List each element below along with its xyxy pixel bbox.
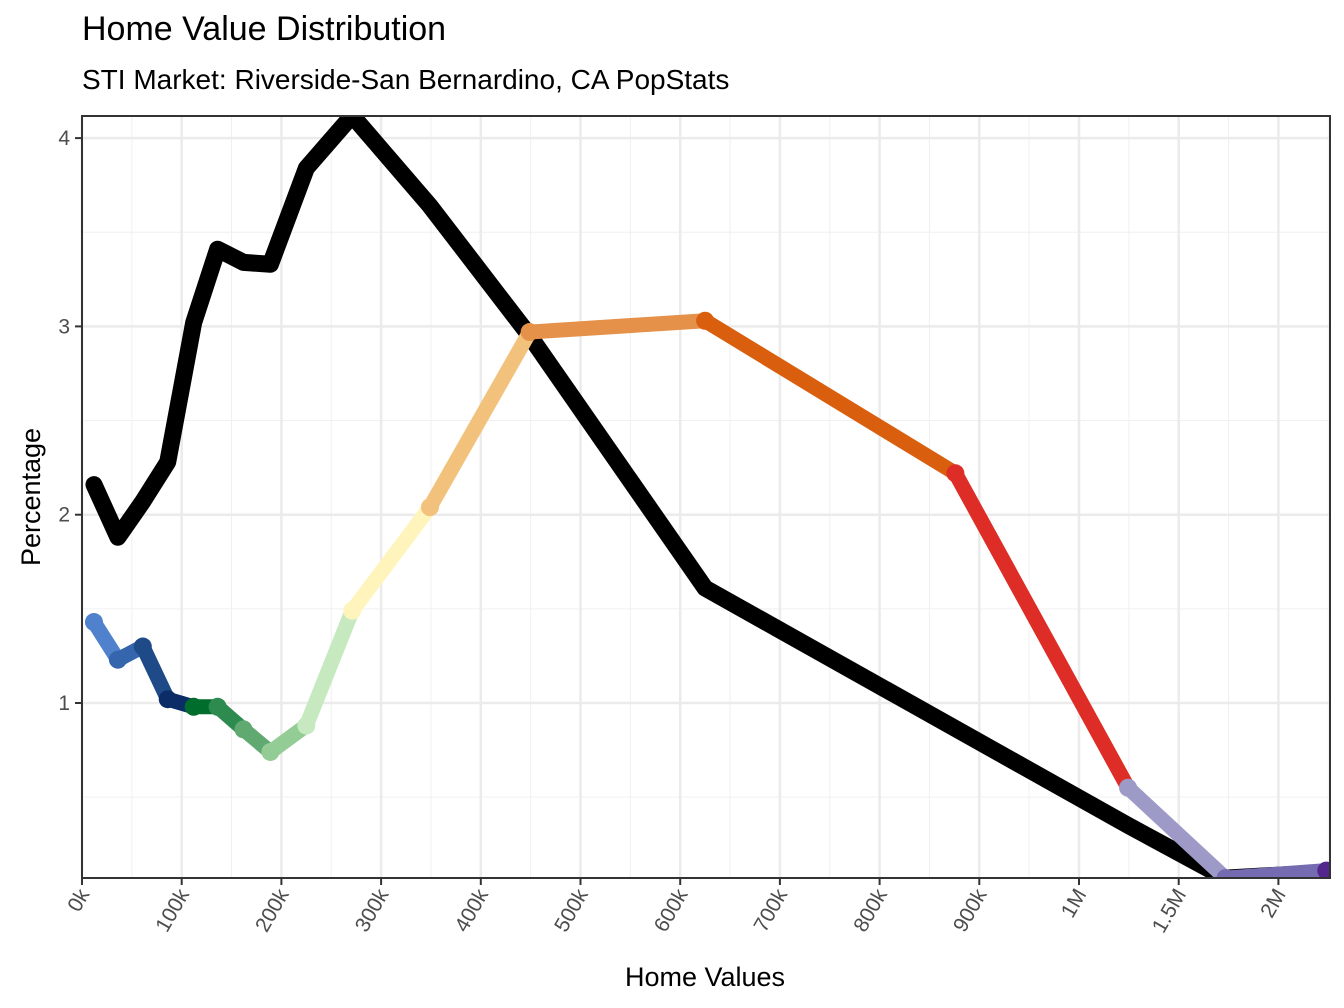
chart-subtitle: STI Market: Riverside-San Bernardino, CA… [82,64,730,95]
series-group [84,116,1330,878]
x-tick-label: 0k [63,885,94,916]
chart-title: Home Value Distribution [82,10,447,48]
data-point [1216,869,1235,878]
series-segment [422,324,538,515]
x-tick-label: 2M [1256,885,1291,922]
data-point [420,498,439,517]
data-point [696,311,715,330]
x-tick-label: 400k [450,885,493,936]
gridlines [80,116,1330,878]
x-tick-label: 1M [1057,885,1092,922]
series-segment [344,499,438,619]
series-segment [298,603,360,734]
data-point [158,690,177,709]
series-line-total [85,116,1330,878]
data-point [234,720,253,739]
data-point [208,697,227,716]
data-point [520,323,539,342]
y-tick-label: 3 [58,315,70,338]
data-point [343,601,362,620]
x-tick-label: 200k [251,885,294,936]
x-tick-label: 800k [849,885,892,936]
series-lines [84,116,1330,878]
series-segment [1120,780,1234,878]
series-segment [135,639,176,707]
data-point [184,697,203,716]
x-tick-label: 100k [151,885,194,936]
x-tick-label: 500k [550,885,593,936]
data-point [297,716,316,735]
y-tick-label: 1 [58,692,70,715]
data-point [946,464,965,483]
x-axis-label: Home Values [625,962,785,992]
data-point [84,613,103,632]
plot-border [81,115,1331,879]
data-point [261,742,280,761]
series-segment [1218,863,1330,878]
data-point [1119,778,1138,797]
x-tick-label: 600k [650,885,693,936]
x-tick-label: 900k [949,885,992,936]
data-point [108,650,127,669]
series-segment [947,465,1136,796]
y-tick-label: 4 [58,127,70,150]
y-axis-label: Percentage [16,428,46,566]
x-tick-label: 1.5M [1148,885,1191,937]
data-point [1317,861,1330,878]
series-segment [697,313,963,481]
data-point [133,637,152,656]
x-tick-label: 300k [351,885,394,936]
series-segment [522,313,713,340]
y-tick-label: 2 [58,504,70,527]
x-tick-label: 700k [750,885,793,936]
plot-background [82,116,1330,878]
